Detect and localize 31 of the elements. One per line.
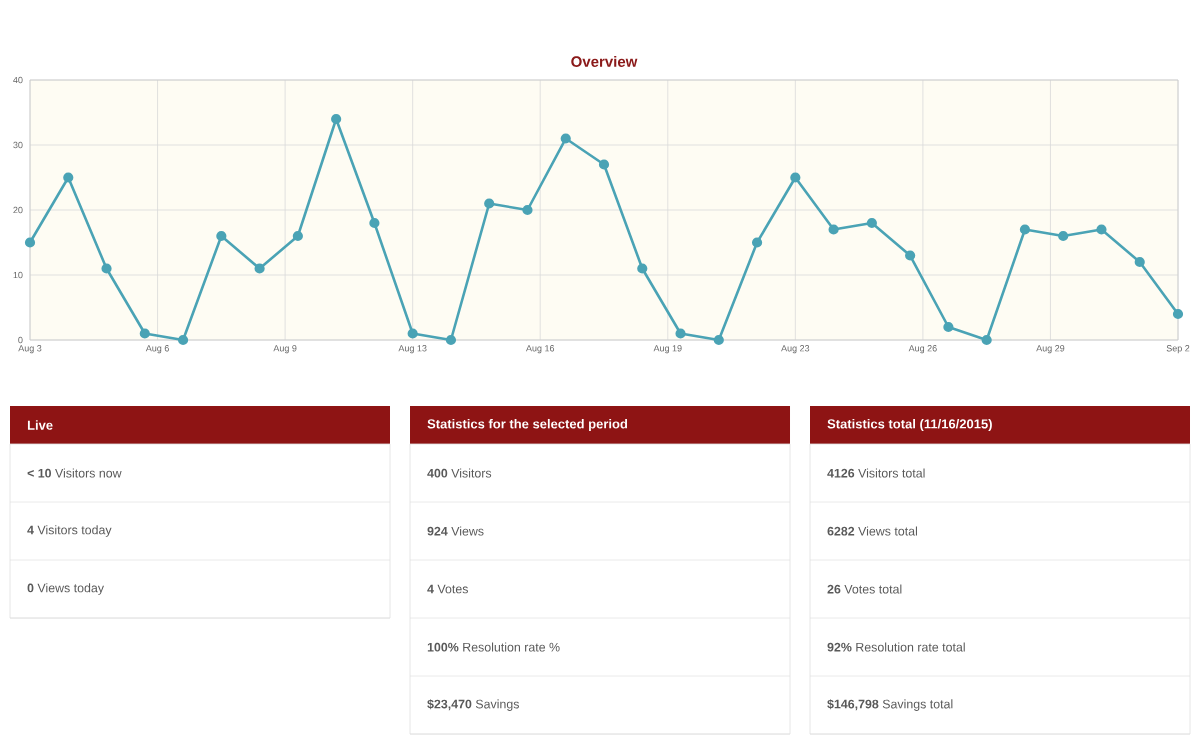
point: [63, 172, 74, 183]
point: [101, 263, 112, 274]
point: [828, 224, 839, 235]
point: [254, 263, 265, 274]
point: [177, 334, 189, 346]
point: [139, 328, 150, 339]
point: [637, 263, 648, 274]
point: [751, 237, 763, 248]
point: [484, 198, 495, 209]
point: [407, 328, 418, 339]
point: [675, 328, 686, 339]
point: [866, 217, 877, 229]
point: [1019, 224, 1031, 235]
point: [1172, 308, 1184, 320]
point: [1134, 256, 1145, 268]
point: [445, 334, 457, 346]
point: [713, 334, 724, 346]
point: [292, 230, 303, 242]
point: [24, 237, 36, 248]
point: [905, 250, 916, 261]
point: [790, 172, 801, 183]
point: [331, 113, 342, 125]
point: [1096, 224, 1107, 235]
point: [943, 321, 954, 333]
point: [560, 133, 571, 144]
point: [369, 217, 380, 229]
point: [216, 230, 227, 242]
point: [598, 159, 610, 170]
point: [981, 334, 992, 346]
point: [1058, 230, 1069, 242]
point: [522, 204, 533, 216]
